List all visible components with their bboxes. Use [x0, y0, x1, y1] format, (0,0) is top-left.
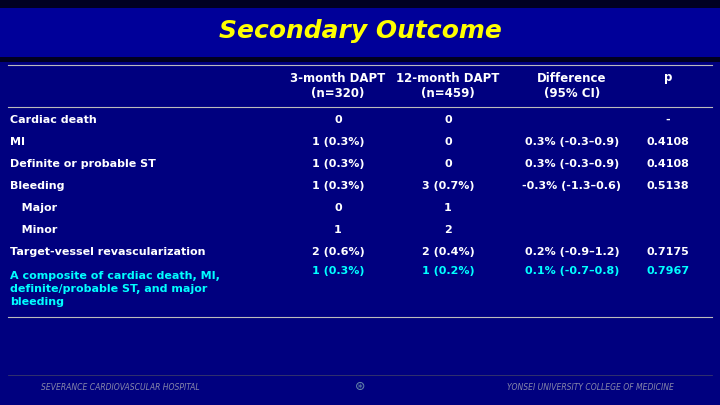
Text: (n=320): (n=320): [311, 87, 365, 100]
Text: SEVERANCE CARDIOVASCULAR HOSPITAL: SEVERANCE CARDIOVASCULAR HOSPITAL: [41, 382, 199, 392]
Text: -: -: [666, 115, 670, 125]
Text: 0.5138: 0.5138: [647, 181, 689, 191]
Text: 0: 0: [444, 137, 452, 147]
Text: Definite or probable ST: Definite or probable ST: [10, 159, 156, 169]
Text: -0.3% (-1.3–0.6): -0.3% (-1.3–0.6): [523, 181, 621, 191]
Text: 0.3% (-0.3–0.9): 0.3% (-0.3–0.9): [525, 137, 619, 147]
Text: (95% CI): (95% CI): [544, 87, 600, 100]
Text: Difference: Difference: [537, 72, 607, 85]
Text: 2 (0.6%): 2 (0.6%): [312, 247, 364, 257]
Text: 3-month DAPT: 3-month DAPT: [290, 72, 386, 85]
Text: MI: MI: [10, 137, 25, 147]
Text: 0.2% (-0.9–1.2): 0.2% (-0.9–1.2): [525, 247, 619, 257]
Text: 0.7967: 0.7967: [647, 266, 690, 276]
Text: 0.3% (-0.3–0.9): 0.3% (-0.3–0.9): [525, 159, 619, 169]
Text: 0: 0: [334, 203, 342, 213]
Text: 1 (0.2%): 1 (0.2%): [422, 266, 474, 276]
Text: 0.7175: 0.7175: [647, 247, 689, 257]
Text: 3 (0.7%): 3 (0.7%): [422, 181, 474, 191]
Text: 1 (0.3%): 1 (0.3%): [312, 181, 364, 191]
Text: ⊛: ⊛: [355, 381, 365, 394]
Text: 0: 0: [334, 115, 342, 125]
Text: (n=459): (n=459): [421, 87, 475, 100]
Text: Major: Major: [10, 203, 57, 213]
Text: 1 (0.3%): 1 (0.3%): [312, 159, 364, 169]
Text: 0.1% (-0.7–0.8): 0.1% (-0.7–0.8): [525, 266, 619, 276]
Text: 2 (0.4%): 2 (0.4%): [422, 247, 474, 257]
Text: 0: 0: [444, 159, 452, 169]
Text: 0.4108: 0.4108: [647, 137, 690, 147]
Text: 1: 1: [444, 203, 452, 213]
Text: Target-vessel revascularization: Target-vessel revascularization: [10, 247, 205, 257]
Text: A composite of cardiac death, MI,
definite/probable ST, and major
bleeding: A composite of cardiac death, MI, defini…: [10, 271, 220, 307]
Text: Minor: Minor: [10, 225, 58, 235]
Text: Bleeding: Bleeding: [10, 181, 65, 191]
Bar: [0, 0, 720, 62]
Text: p: p: [664, 72, 672, 85]
Bar: [0, 0, 720, 8]
Text: 0.4108: 0.4108: [647, 159, 690, 169]
Text: 1: 1: [334, 225, 342, 235]
Text: Secondary Outcome: Secondary Outcome: [219, 19, 501, 43]
Text: 1 (0.3%): 1 (0.3%): [312, 266, 364, 276]
Bar: [0, 57, 720, 62]
Text: 12-month DAPT: 12-month DAPT: [396, 72, 500, 85]
Text: 2: 2: [444, 225, 452, 235]
Text: Cardiac death: Cardiac death: [10, 115, 96, 125]
Text: YONSEI UNIVERSITY COLLEGE OF MEDICINE: YONSEI UNIVERSITY COLLEGE OF MEDICINE: [507, 382, 673, 392]
Text: 0: 0: [444, 115, 452, 125]
Text: 1 (0.3%): 1 (0.3%): [312, 137, 364, 147]
